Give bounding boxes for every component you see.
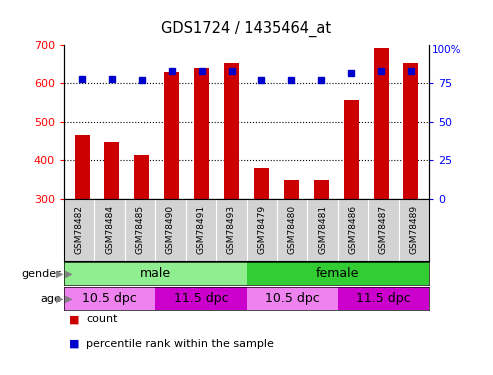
Bar: [64, 262, 246, 285]
Text: GSM78484: GSM78484: [105, 205, 114, 254]
Text: ■: ■: [69, 315, 79, 324]
Text: GSM78485: GSM78485: [136, 205, 144, 254]
Bar: [284, 180, 299, 199]
Text: GSM78481: GSM78481: [318, 205, 327, 254]
Bar: [344, 100, 358, 199]
Text: GSM78489: GSM78489: [409, 205, 418, 254]
Text: percentile rank within the sample: percentile rank within the sample: [86, 339, 274, 349]
Bar: [403, 63, 419, 199]
Bar: [314, 180, 329, 199]
Bar: [338, 287, 429, 310]
Bar: [105, 142, 119, 199]
Bar: [246, 287, 338, 310]
Text: 11.5 dpc: 11.5 dpc: [174, 292, 228, 305]
Bar: [254, 168, 269, 199]
Bar: [224, 63, 239, 199]
Text: 10.5 dpc: 10.5 dpc: [82, 292, 137, 305]
Text: count: count: [86, 315, 118, 324]
Bar: [246, 262, 429, 285]
Bar: [74, 135, 90, 199]
Text: 10.5 dpc: 10.5 dpc: [265, 292, 319, 305]
Text: age: age: [41, 294, 62, 303]
Text: 100%: 100%: [431, 45, 461, 55]
Text: ▶: ▶: [56, 294, 63, 303]
Text: GSM78493: GSM78493: [227, 205, 236, 254]
Text: GSM78486: GSM78486: [349, 205, 357, 254]
Text: male: male: [140, 267, 171, 280]
Bar: [164, 72, 179, 199]
Text: ▶: ▶: [56, 269, 63, 279]
Text: ■: ■: [69, 339, 79, 349]
Text: gender: gender: [22, 269, 62, 279]
Text: GSM78480: GSM78480: [287, 205, 297, 254]
Text: GSM78479: GSM78479: [257, 205, 266, 254]
Bar: [155, 287, 246, 310]
Text: 11.5 dpc: 11.5 dpc: [356, 292, 411, 305]
Text: GSM78490: GSM78490: [166, 205, 175, 254]
Text: ▶: ▶: [62, 294, 72, 303]
Text: ▶: ▶: [62, 269, 72, 279]
Bar: [374, 48, 388, 199]
Text: GSM78487: GSM78487: [379, 205, 388, 254]
Text: female: female: [316, 267, 359, 280]
Text: GSM78482: GSM78482: [75, 205, 84, 254]
Bar: [135, 155, 149, 199]
Text: GDS1724 / 1435464_at: GDS1724 / 1435464_at: [161, 21, 332, 37]
Bar: [194, 68, 209, 199]
Bar: [64, 287, 155, 310]
Text: GSM78491: GSM78491: [196, 205, 206, 254]
